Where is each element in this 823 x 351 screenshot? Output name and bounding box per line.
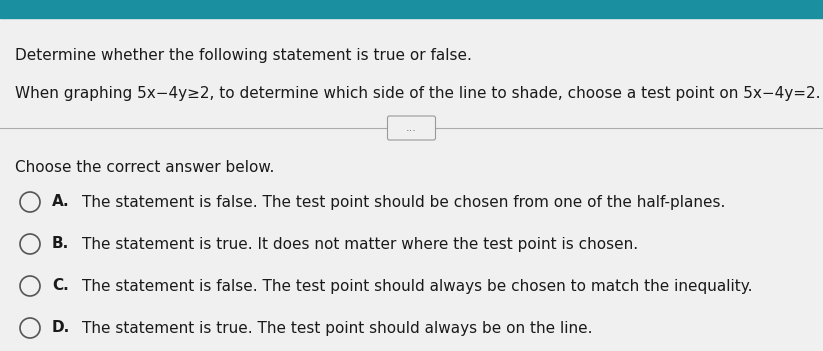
Text: The statement is true. The test point should always be on the line.: The statement is true. The test point sh… [82,320,593,336]
Text: Choose the correct answer below.: Choose the correct answer below. [15,160,274,175]
Text: B.: B. [52,237,69,252]
Text: Determine whether the following statement is true or false.: Determine whether the following statemen… [15,48,472,63]
Text: When graphing 5x−4y≥2, to determine which side of the line to shade, choose a te: When graphing 5x−4y≥2, to determine whic… [15,86,821,101]
FancyBboxPatch shape [388,116,435,140]
Bar [0,0,823,18]
Text: C.: C. [52,278,69,293]
Text: D.: D. [52,320,70,336]
Text: The statement is false. The test point should always be chosen to match the ineq: The statement is false. The test point s… [82,278,752,293]
Text: ...: ... [406,123,417,133]
Text: The statement is true. It does not matter where the test point is chosen.: The statement is true. It does not matte… [82,237,638,252]
Text: The statement is false. The test point should be chosen from one of the half-pla: The statement is false. The test point s… [82,194,725,210]
Text: A.: A. [52,194,70,210]
